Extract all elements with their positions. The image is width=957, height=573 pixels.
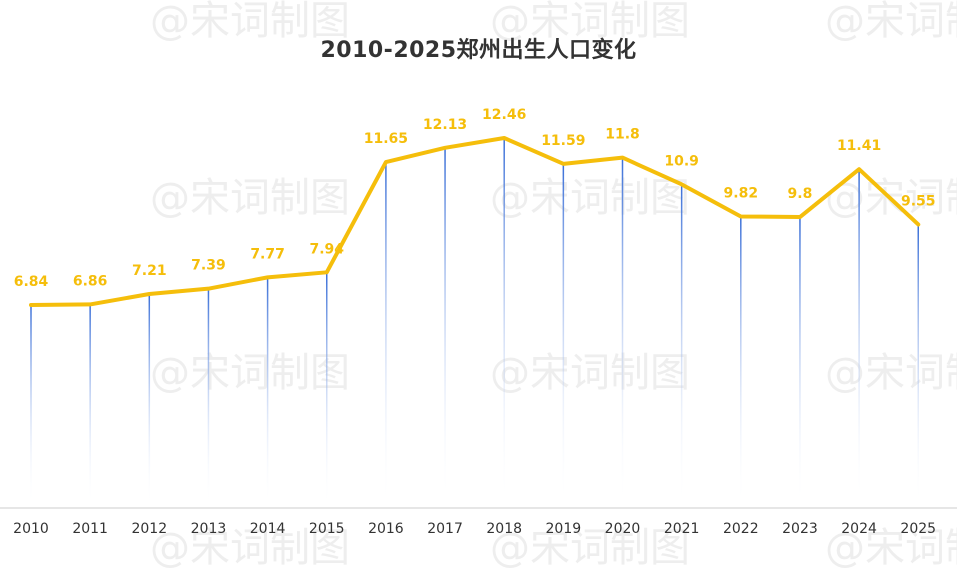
plot-area: 2010 2011 2012 2013 2014 2015 2016 2017 2018 2019… [0, 107, 957, 537]
drop-line-2018 [503, 138, 505, 508]
drop-line-2010 [30, 305, 32, 508]
data-label: 12.13 [423, 117, 467, 133]
drop-line-2011 [89, 304, 91, 508]
drop-line-2012 [148, 294, 151, 508]
x-tick-label: 2024 [841, 521, 877, 537]
x-tick-label: 2021 [664, 521, 700, 537]
data-label: 9.82 [724, 185, 759, 201]
drop-line-2022 [740, 216, 742, 508]
chart-title: 2010-2025郑州出生人口变化 [320, 38, 637, 63]
data-label: 9.8 [788, 186, 813, 202]
data-label: 10.9 [664, 153, 699, 169]
data-label: 7.77 [250, 246, 285, 262]
drop-line-2017 [444, 147, 446, 508]
x-tick-labels: 2010 2011 2012 2013 2014 2015 2016 2017 2018 2019… [13, 521, 936, 537]
x-tick-label: 2018 [486, 521, 522, 537]
x-tick-label: 2011 [72, 521, 108, 537]
data-label: 12.46 [482, 107, 526, 123]
x-tick-label: 2017 [427, 521, 463, 537]
x-tick-label: 2023 [782, 521, 818, 537]
x-tick-label: 2014 [250, 521, 286, 537]
x-tick-label: 2010 [13, 521, 49, 537]
data-label: 7.21 [132, 263, 167, 279]
x-tick-label: 2025 [900, 521, 936, 537]
drop-line-2013 [207, 288, 210, 508]
drop-line-2019 [562, 163, 565, 508]
data-label: 6.86 [73, 273, 108, 289]
data-label: 6.84 [14, 274, 49, 290]
data-label: 11.41 [837, 138, 881, 154]
data-label: 9.55 [901, 193, 936, 209]
x-tick-label: 2020 [605, 521, 641, 537]
drop-line-2023 [799, 217, 801, 509]
drop-line-2024 [858, 169, 860, 508]
x-tick-label: 2013 [191, 521, 227, 537]
drop-line-2016 [385, 162, 387, 508]
x-tick-label: 2022 [723, 521, 759, 537]
data-label: 11.8 [605, 127, 640, 143]
data-label: 7.94 [309, 241, 344, 257]
data-label: 11.65 [364, 131, 408, 147]
drop-lines [30, 138, 919, 509]
series-line [29, 136, 921, 307]
data-labels: 6.84 6.86 7.21 7.39 7.77 7.94 11.65 12.13 12.46 1… [14, 107, 936, 290]
drop-line-2014 [266, 277, 269, 508]
x-tick-label: 2019 [546, 521, 582, 537]
drop-line-2021 [680, 184, 683, 509]
x-tick-label: 2016 [368, 521, 404, 537]
drop-line-2015 [326, 272, 328, 508]
data-label: 7.39 [191, 258, 226, 274]
x-tick-label: 2012 [131, 521, 167, 537]
drop-line-2020 [621, 157, 624, 509]
data-label: 11.59 [541, 133, 585, 149]
x-tick-label: 2015 [309, 521, 345, 537]
drop-line-2025 [917, 224, 919, 508]
